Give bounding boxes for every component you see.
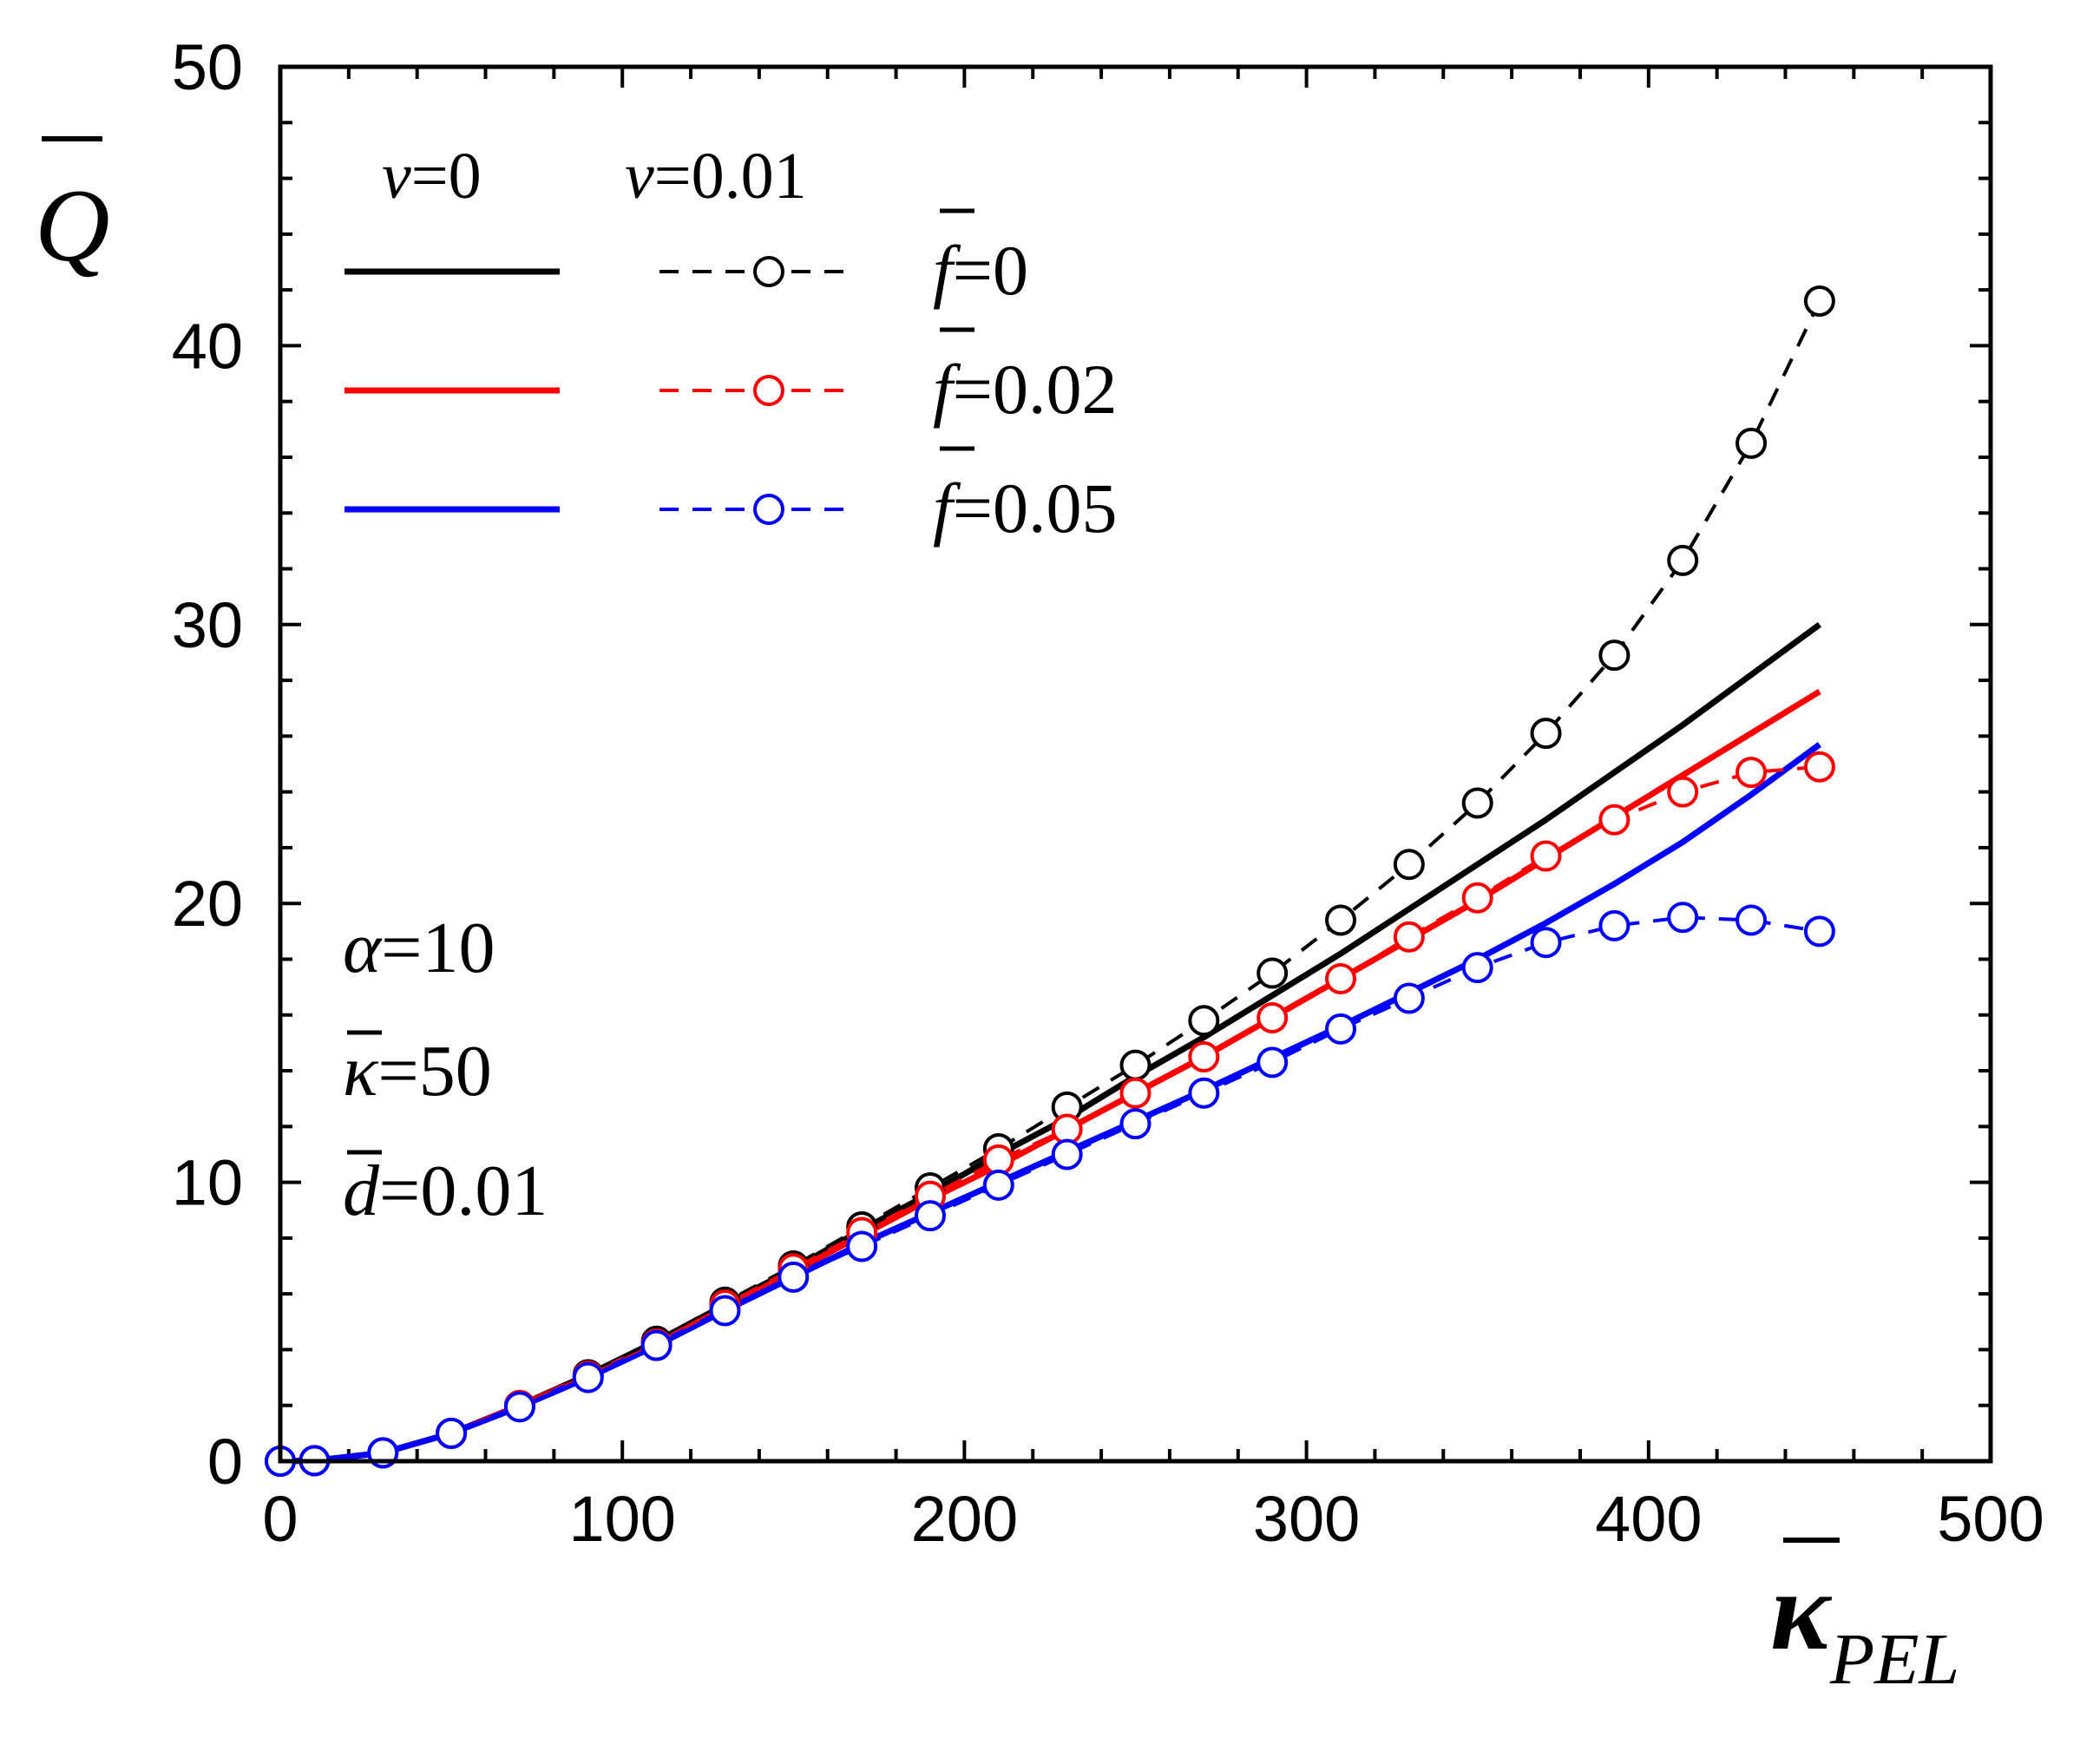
data-point [1393,849,1425,881]
data-point [1667,902,1699,934]
x-tick-label: 500 [1937,1483,2044,1555]
y-tick-label: 10 [172,1147,243,1219]
data-point [1736,904,1768,936]
annotations: α=10 κ=50 d=0.01 [343,908,548,1231]
axis-ticks [279,65,1992,1463]
data-point [1188,1005,1220,1037]
y-tick-label: 30 [172,589,243,661]
data-point [1667,776,1699,808]
x-tick-label: 100 [568,1483,675,1555]
data-point [640,1329,673,1361]
data-point [1325,962,1357,994]
data-point [1736,427,1768,459]
x-axis-label: κPEL [1770,1549,1959,1700]
series-line [279,742,1821,1465]
x-tick-label: 0 [262,1483,298,1555]
x-tick-label: 400 [1595,1483,1702,1555]
x-tick-label: 200 [911,1483,1018,1555]
y-tick-label: 50 [172,31,243,103]
data-point [1461,787,1493,819]
data-point [1598,909,1631,941]
plot-frame [278,64,1993,1464]
data-point [709,1295,741,1327]
data-point [1598,639,1631,672]
data-point [1667,544,1699,576]
annotation-label: d=0.01 [343,1151,548,1231]
data-point [1803,915,1835,948]
annotation-label: κ=50 [343,1031,492,1112]
data-point [1257,1046,1289,1079]
y-tick-label: 40 [172,310,243,382]
data-point [914,1200,946,1232]
series-line [279,621,1821,1465]
data-point [1598,803,1631,836]
y-tick-label: 20 [172,868,243,940]
plot-series [265,285,1835,1477]
x-tick-label: 300 [1253,1483,1360,1555]
data-point [1119,1049,1152,1081]
data-point [1530,718,1562,750]
legend-marker [753,494,784,525]
legend-label: f=0.02 [933,350,1118,429]
data-point [436,1417,468,1449]
data-point [778,1261,810,1293]
data-point [982,1169,1014,1201]
legend-marker [753,256,784,287]
y-tick-label: 0 [207,1426,243,1498]
legend-label: f=0 [933,231,1028,310]
data-point [1736,757,1768,789]
data-point [1530,840,1562,872]
data-point [1325,904,1357,936]
data-point [1461,952,1493,984]
y-axis-label: Q [35,167,110,283]
data-point [572,1361,604,1393]
data-point [1803,751,1835,783]
tick-labels: 0 100 200 300 400 500 0 10 20 30 40 50 [172,31,2044,1555]
annotation-label: α=10 [343,908,495,988]
data-point [1393,982,1425,1014]
series-line [279,688,1821,1465]
data-point [1393,921,1425,953]
data-point [1325,1013,1357,1045]
data-point [1119,1077,1152,1109]
data-point [1803,285,1835,317]
data-point [1257,1001,1289,1033]
data-point [1530,927,1562,959]
legend-label: f=0.05 [933,469,1118,548]
data-point [503,1391,535,1423]
legend: ν=0 ν=0.01 f=0 f=0.02 f=0.05 [344,140,1118,548]
series-line [279,764,1821,1463]
legend-header: ν=0.01 [625,140,807,213]
legend-marker [753,375,784,406]
data-point [1051,1138,1083,1171]
data-point [846,1230,878,1262]
legend-header: ν=0 [382,140,482,213]
data-point [1461,882,1493,914]
data-point [1119,1108,1152,1140]
data-point [1188,1077,1220,1109]
data-point [1257,957,1289,989]
data-point [1188,1040,1220,1072]
